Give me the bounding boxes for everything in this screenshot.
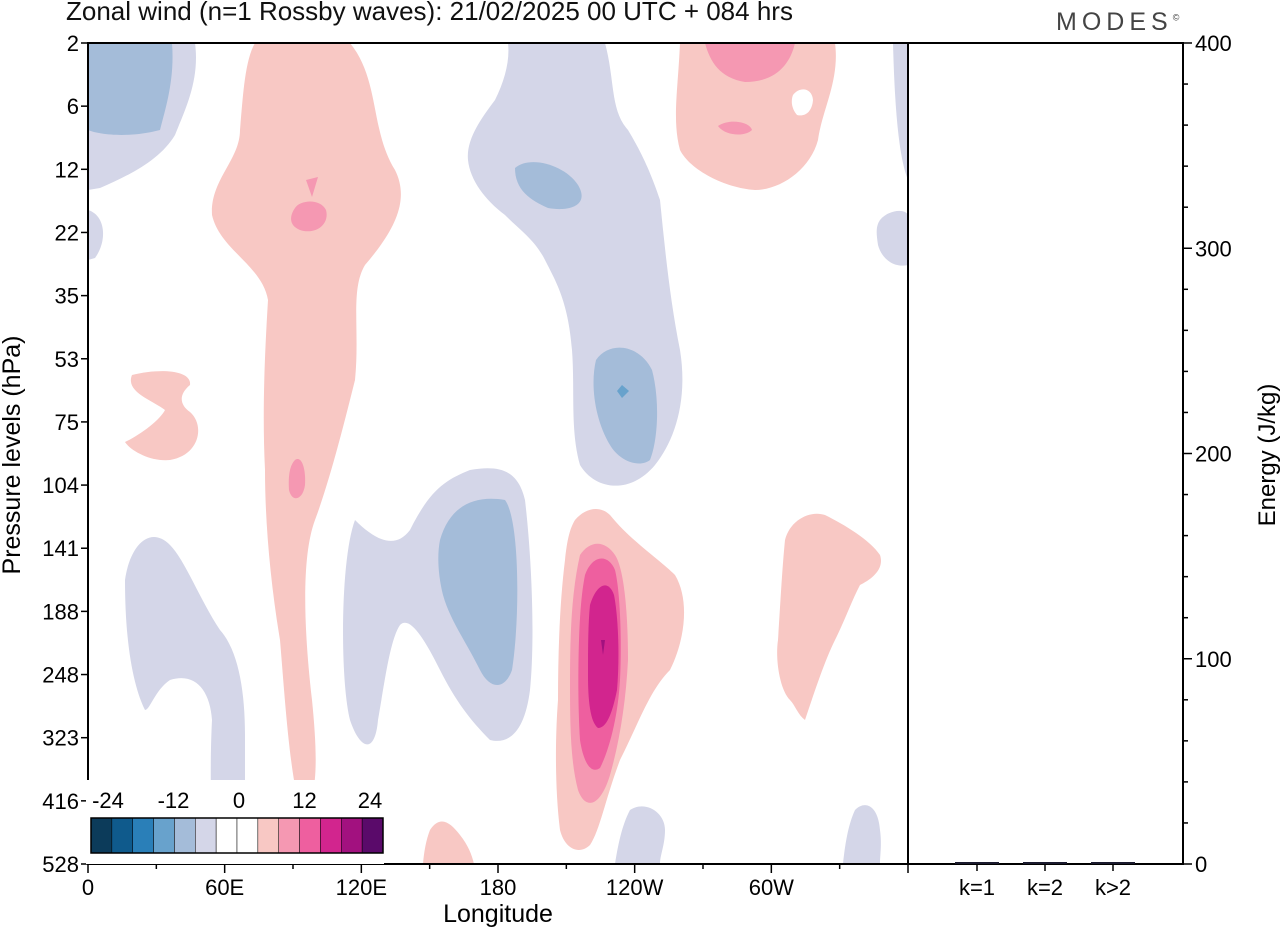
contour-positive-level-2-5 bbox=[306, 177, 318, 197]
y-tick-label: 6 bbox=[67, 94, 79, 119]
colorbar-swatch bbox=[111, 817, 133, 854]
energy-bar-k=1 bbox=[955, 862, 999, 864]
contour-negative-level-2-1 bbox=[88, 43, 173, 135]
energy-tick-label: 400 bbox=[1195, 31, 1232, 56]
contour-negative-level-2-9 bbox=[515, 162, 582, 210]
x-axis-label: Longitude bbox=[443, 900, 553, 928]
contour-positive-level-1-15 bbox=[791, 89, 813, 116]
contour-negative-level-2-19 bbox=[438, 498, 518, 685]
colorbar-swatch bbox=[90, 817, 113, 854]
x-tick-label: 60E bbox=[205, 875, 244, 900]
colorbar-swatch bbox=[153, 817, 175, 854]
energy-tick-label: 200 bbox=[1195, 442, 1232, 467]
colorbar-swatch bbox=[195, 817, 217, 854]
colorbar-label: -24 bbox=[92, 788, 124, 813]
contour-positive-level-1-12 bbox=[675, 43, 836, 190]
contour-negative-level-1-16 bbox=[893, 43, 908, 180]
contour-positive-level-2-4 bbox=[291, 201, 327, 232]
y-tick-label: 248 bbox=[42, 663, 79, 688]
y-tick-label: 323 bbox=[42, 726, 79, 751]
colorbar-swatch bbox=[341, 817, 363, 854]
contour-positive-level-4-25 bbox=[601, 640, 605, 655]
energy-category-label: k=1 bbox=[959, 875, 995, 900]
energy-category-label: k=2 bbox=[1027, 875, 1063, 900]
contour-positive-level-2-6 bbox=[288, 459, 306, 499]
y-tick-label: 22 bbox=[55, 220, 79, 245]
colorbar-swatch bbox=[278, 817, 300, 854]
contour-positive-level-1-29 bbox=[423, 821, 474, 864]
energy-panel-frame bbox=[907, 42, 1184, 865]
x-tick-label: 120E bbox=[336, 875, 387, 900]
colorbar-swatch bbox=[361, 817, 384, 854]
colorbar-label: 12 bbox=[292, 788, 316, 813]
energy-category-label: k>2 bbox=[1095, 875, 1131, 900]
contour-positive-level-1-7 bbox=[125, 371, 199, 461]
x-tick-label: 180 bbox=[480, 875, 517, 900]
x-tick-label: 120W bbox=[606, 875, 664, 900]
contour-negative-level-2-11 bbox=[617, 385, 629, 398]
contour-negative-level-1-17 bbox=[876, 210, 908, 266]
energy-bar-k=2 bbox=[1023, 862, 1067, 864]
colorbar-label: -12 bbox=[158, 788, 190, 813]
brand-mark: © bbox=[1172, 12, 1180, 23]
contour-negative-level-2-10 bbox=[593, 347, 658, 464]
y-tick-label: 528 bbox=[42, 852, 79, 877]
chart-title: Zonal wind (n=1 Rossby waves): 21/02/202… bbox=[66, 0, 793, 26]
y-axis-label: Pressure levels (hPa) bbox=[0, 336, 26, 575]
energy-bar-k>2 bbox=[1091, 862, 1135, 864]
energy-panel: 0 100 200 300 400 k=1 k=2 k>2 bbox=[955, 31, 1232, 900]
colorbar-swatch bbox=[257, 817, 279, 854]
y-tick-label: 416 bbox=[42, 789, 79, 814]
contour-positive-level-1-3 bbox=[211, 43, 401, 815]
y-tick-label: 188 bbox=[42, 599, 79, 624]
contour-negative-level-1-27 bbox=[615, 806, 665, 864]
brand-text: MODES bbox=[1056, 8, 1173, 36]
contour-negative-level-1-2 bbox=[88, 210, 104, 260]
x-tick-label: 60W bbox=[749, 875, 794, 900]
colorbar-swatch bbox=[215, 817, 238, 854]
contour-positive-level-1-26 bbox=[777, 513, 881, 720]
x-tick-label: 0 bbox=[82, 875, 94, 900]
energy-tick-label: 300 bbox=[1195, 236, 1232, 261]
colorbar-label: 0 bbox=[233, 788, 245, 813]
colorbar-swatch bbox=[236, 817, 259, 854]
y-tick-label: 53 bbox=[55, 347, 79, 372]
energy-tick-label: 100 bbox=[1195, 647, 1232, 672]
contour-positive-level-4-24 bbox=[588, 585, 619, 728]
colorbar-swatch bbox=[320, 817, 342, 854]
x-axis: 0 60E 120E 180 120W 60W bbox=[82, 864, 909, 900]
colorbar: -24 -12 0 12 24 bbox=[86, 780, 384, 864]
colorbar-swatch bbox=[174, 817, 196, 854]
energy-axis-label: Energy (J/kg) bbox=[1254, 384, 1280, 527]
brand-logo: MODES© bbox=[1056, 8, 1179, 37]
contour-positive-level-2-14 bbox=[718, 121, 752, 135]
y-tick-label: 12 bbox=[55, 157, 79, 182]
contour-negative-level-1-28 bbox=[843, 805, 881, 864]
colorbar-frame bbox=[90, 817, 384, 854]
colorbar-label: 24 bbox=[358, 788, 382, 813]
y-tick-label: 104 bbox=[42, 473, 79, 498]
wind-field-layer bbox=[88, 43, 908, 864]
y-axis: 2 6 12 22 35 53 75 104 141 188 248 323 416 528 bbox=[42, 31, 88, 877]
colorbar-swatch bbox=[299, 817, 321, 854]
y-tick-label: 2 bbox=[67, 31, 79, 56]
colorbar-swatch bbox=[132, 817, 154, 854]
y-tick-label: 141 bbox=[42, 536, 79, 561]
y-tick-label: 35 bbox=[55, 284, 79, 309]
y-tick-label: 75 bbox=[55, 410, 79, 435]
energy-tick-label: 0 bbox=[1195, 852, 1207, 877]
contour-positive-level-2-13 bbox=[705, 43, 795, 82]
